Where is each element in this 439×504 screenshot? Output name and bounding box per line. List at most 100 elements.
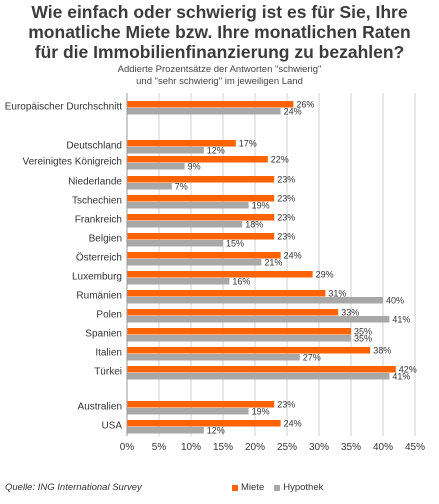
bar-miete xyxy=(127,328,351,335)
value-label-hypothek: 12% xyxy=(207,425,225,435)
value-label-hypothek: 21% xyxy=(264,257,282,267)
value-label-hypothek: 12% xyxy=(207,145,225,155)
x-tick-label: 45% xyxy=(405,442,425,453)
bar-hypothek xyxy=(127,335,351,342)
value-label-hypothek: 41% xyxy=(392,371,410,381)
bar-hypothek xyxy=(127,147,204,154)
value-label-hypothek: 41% xyxy=(392,314,410,324)
bar-hypothek xyxy=(127,316,390,323)
value-label-miete: 23% xyxy=(277,193,295,203)
legend-label-miete: Miete xyxy=(241,482,265,493)
value-label-miete: 24% xyxy=(284,418,302,428)
legend-label-hypothek: Hypothek xyxy=(283,482,324,493)
bar-miete xyxy=(127,101,294,108)
value-label-miete: 42% xyxy=(399,364,417,374)
bar-miete xyxy=(127,401,275,408)
value-label-miete: 17% xyxy=(239,138,257,148)
x-tick-label: 5% xyxy=(152,442,167,453)
subtitle-line: Addierte Prozentsätze der Antworten "sch… xyxy=(117,64,322,75)
category-label: Frankreich xyxy=(75,215,122,226)
category-label: Rumänien xyxy=(76,291,122,302)
chart-title: Wie einfach oder schwierig ist es für Si… xyxy=(0,2,439,62)
category-label: Türkei xyxy=(94,367,122,378)
category-label: Deutschland xyxy=(66,141,122,152)
category-label: Spanien xyxy=(85,329,122,340)
value-label-hypothek: 18% xyxy=(245,219,263,229)
category-label: Italien xyxy=(95,348,122,359)
chart-subtitle: Addierte Prozentsätze der Antworten "sch… xyxy=(0,64,439,88)
value-label-miete: 31% xyxy=(328,288,346,298)
value-label-miete: 35% xyxy=(354,326,372,336)
bar-miete xyxy=(127,156,268,163)
category-label: Belgien xyxy=(89,234,122,245)
value-label-miete: 26% xyxy=(296,99,314,109)
title-line: Wie einfach oder schwierig ist es für Si… xyxy=(31,2,408,22)
value-label-miete: 23% xyxy=(277,231,295,241)
value-label-hypothek: 19% xyxy=(252,200,270,210)
value-label-miete: 23% xyxy=(277,399,295,409)
bar-hypothek xyxy=(127,108,281,115)
value-label-hypothek: 40% xyxy=(386,295,404,305)
bar-hypothek xyxy=(127,427,204,434)
title-line: monatliche Miete bzw. Ihre monatlichen R… xyxy=(28,22,411,42)
category-label: Luxemburg xyxy=(72,272,122,283)
bar-miete xyxy=(127,271,313,278)
source-note: Quelle: ING International Survey xyxy=(5,482,142,493)
category-label: Österreich xyxy=(76,252,122,264)
x-tick-label: 35% xyxy=(341,442,361,453)
x-tick-label: 0% xyxy=(120,442,135,453)
value-label-hypothek: 16% xyxy=(232,276,250,286)
bar-hypothek xyxy=(127,259,262,266)
bar-miete xyxy=(127,252,281,259)
value-label-miete: 38% xyxy=(373,345,391,355)
value-label-miete: 22% xyxy=(271,154,289,164)
bar-hypothek xyxy=(127,354,300,361)
legend-swatch-hypothek xyxy=(274,484,281,491)
value-label-miete: 23% xyxy=(277,212,295,222)
x-tick-label: 10% xyxy=(181,442,201,453)
value-label-hypothek: 19% xyxy=(252,406,270,416)
category-label: Europäischer Durchschnitt xyxy=(5,102,122,113)
x-tick-label: 25% xyxy=(277,442,297,453)
x-tick-label: 40% xyxy=(373,442,393,453)
x-tick-label: 30% xyxy=(309,442,329,453)
bar-hypothek xyxy=(127,163,185,170)
bar-hypothek xyxy=(127,373,390,380)
value-label-hypothek: 15% xyxy=(226,238,244,248)
title-line: für die Immobilienfinanzierung zu bezahl… xyxy=(34,42,405,62)
value-label-hypothek: 35% xyxy=(354,333,372,343)
category-label: Australien xyxy=(78,402,122,413)
bar-hypothek xyxy=(127,408,249,415)
value-label-miete: 33% xyxy=(341,307,359,317)
category-label: Niederlande xyxy=(68,177,122,188)
bar-miete xyxy=(127,366,396,373)
bar-miete xyxy=(127,420,281,427)
legend-item-miete: Miete xyxy=(232,482,264,493)
bar-miete xyxy=(127,347,371,354)
category-label: Polen xyxy=(96,310,122,321)
bar-hypothek xyxy=(127,202,249,209)
category-label: Tschechien xyxy=(72,196,122,207)
value-label-hypothek: 24% xyxy=(284,106,302,116)
legend-item-hypothek: Hypothek xyxy=(274,482,323,493)
bar-hypothek xyxy=(127,221,243,228)
value-label-hypothek: 7% xyxy=(175,181,188,191)
bar-miete xyxy=(127,214,275,221)
category-label: Vereinigtes Königreich xyxy=(22,157,122,168)
bar-miete xyxy=(127,233,275,240)
subtitle-line: und "sehr schwierig" im jeweiligen Land xyxy=(136,76,303,87)
chart-legend: Miete Hypothek xyxy=(232,482,329,493)
bar-hypothek xyxy=(127,297,383,304)
x-tick-label: 20% xyxy=(245,442,265,453)
category-label: USA xyxy=(101,421,122,432)
legend-swatch-miete xyxy=(232,484,238,491)
bar-hypothek xyxy=(127,240,223,247)
value-label-miete: 29% xyxy=(316,269,334,279)
value-label-miete: 23% xyxy=(277,174,295,184)
bar-miete xyxy=(127,140,236,147)
bar-hypothek xyxy=(127,183,172,190)
bar-hypothek xyxy=(127,278,230,285)
bar-miete xyxy=(127,309,339,316)
bar-miete xyxy=(127,176,275,183)
